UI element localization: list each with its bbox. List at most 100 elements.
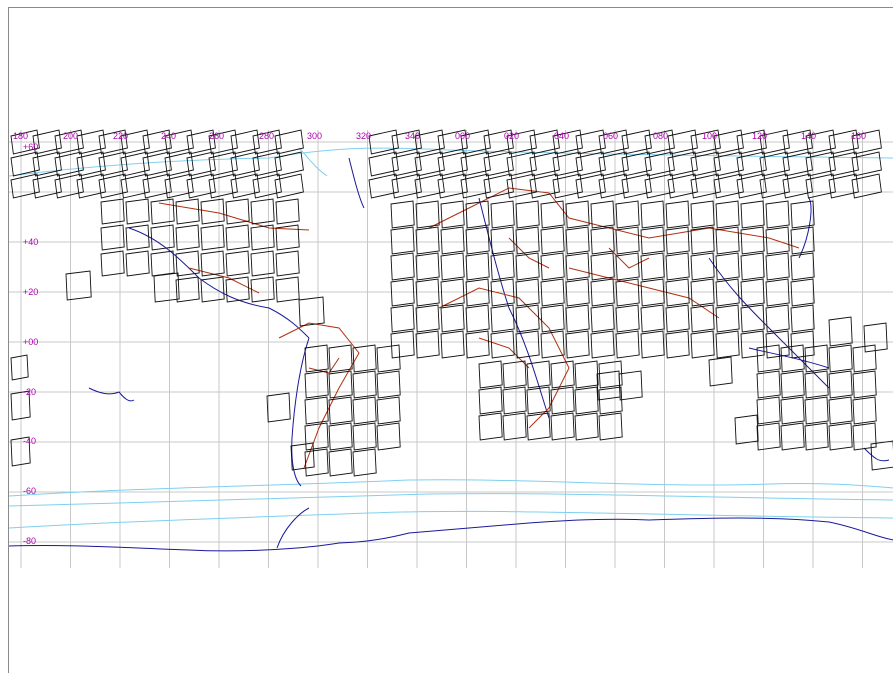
scene-footprint (644, 129, 675, 155)
scene-footprint (640, 226, 665, 255)
scene-footprint (175, 224, 200, 251)
scene-footprint (515, 330, 540, 359)
scene-footprint (186, 173, 216, 199)
scene-footprint (460, 129, 491, 155)
scene-footprint (790, 226, 815, 255)
scene-footprint (515, 304, 540, 333)
scene-footprint (574, 360, 599, 389)
scene-footprint (863, 322, 888, 353)
graticule (9, 130, 893, 568)
lon-label: 200 (63, 131, 78, 141)
scene-footprint (368, 151, 399, 177)
scene-footprint (32, 151, 62, 177)
scene-footprint (440, 252, 465, 281)
scene-footprint (490, 304, 515, 333)
scene-footprint (574, 412, 599, 441)
scene-footprint (690, 304, 715, 333)
scene-footprint (506, 173, 537, 199)
scene-footprint (715, 200, 740, 229)
scene-footprint (529, 173, 560, 199)
scene-footprint (376, 396, 401, 425)
scene-footprint (465, 330, 490, 359)
scene-footprint (352, 422, 377, 451)
scene-footprint (437, 129, 468, 155)
scene-footprint (200, 250, 225, 277)
scene-footprint (598, 386, 623, 415)
scene-footprint (125, 224, 150, 251)
scene-footprint (328, 396, 353, 425)
scene-footprint (502, 386, 527, 415)
scene-footprint (10, 151, 40, 177)
lon-label: 340 (405, 131, 420, 141)
world-map: 180 200 220 240 260 280 300 320 340 000 … (9, 129, 893, 568)
scene-footprint (290, 442, 315, 471)
scene-footprint (540, 278, 565, 307)
scene-footprint (540, 330, 565, 359)
scene-footprint (120, 173, 150, 199)
scene-footprint (10, 354, 29, 381)
political-borders (158, 187, 800, 469)
scene-footprint (142, 151, 172, 177)
scene-footprint (740, 330, 765, 359)
lon-label: 140 (801, 131, 816, 141)
scene-footprint (376, 370, 401, 399)
scene-footprint (328, 422, 353, 451)
scene-footprint (665, 278, 690, 307)
scene-footprint (200, 276, 225, 303)
scene-footprint (713, 173, 744, 199)
scene-footprint (483, 129, 514, 155)
lon-label: 320 (356, 131, 371, 141)
scene-footprint (529, 129, 560, 155)
scene-footprint (490, 278, 515, 307)
scene-footprint (515, 200, 540, 229)
scene-footprint (275, 198, 300, 225)
scene-footprint (615, 330, 640, 359)
scene-footprint (390, 330, 415, 359)
scene-footprint (828, 422, 853, 451)
scene-footprint (100, 224, 125, 251)
lon-label: 220 (113, 131, 128, 141)
scene-footprint (851, 129, 882, 155)
scene-footprint (540, 226, 565, 255)
scene-footprint (225, 198, 250, 225)
scene-footprint (550, 360, 575, 389)
scene-footprint (274, 173, 304, 199)
scene-footprint (252, 151, 282, 177)
lat-label: +00 (23, 337, 38, 347)
scene-footprint (376, 422, 401, 451)
scene-footprint (552, 173, 583, 199)
scene-footprint (65, 270, 92, 301)
scene-footprint (552, 129, 583, 155)
scene-footprint (565, 226, 590, 255)
longitude-labels: 180 200 220 240 260 280 300 320 340 000 … (13, 131, 866, 141)
lon-label: 280 (259, 131, 274, 141)
scene-footprint (565, 252, 590, 281)
scene-footprint (828, 344, 853, 373)
scene-footprint (590, 226, 615, 255)
scene-footprint (415, 330, 440, 359)
scene-footprint (465, 252, 490, 281)
scene-footprint (736, 173, 767, 199)
scene-footprint (526, 412, 551, 441)
scene-footprint (828, 173, 859, 199)
scene-footprint (575, 129, 606, 155)
scene-footprint (54, 151, 84, 177)
scene-footprint (415, 200, 440, 229)
scene-footprint (640, 304, 665, 333)
scene-footprint (736, 129, 767, 155)
scene-footprint (515, 226, 540, 255)
scene-footprint (415, 226, 440, 255)
scene-footprint (230, 129, 260, 155)
scene-footprint (740, 304, 765, 333)
scene-footprint (598, 173, 629, 199)
scene-footprint (756, 396, 781, 425)
scene-footprint (828, 151, 859, 177)
scene-footprint (515, 252, 540, 281)
scene-footprint (208, 173, 238, 199)
scene-footprint (250, 250, 275, 277)
lat-label: -20 (23, 387, 36, 397)
lon-label: 240 (161, 131, 176, 141)
scene-footprint (565, 278, 590, 307)
lat-label: -40 (23, 436, 36, 446)
scene-footprint (175, 250, 200, 277)
